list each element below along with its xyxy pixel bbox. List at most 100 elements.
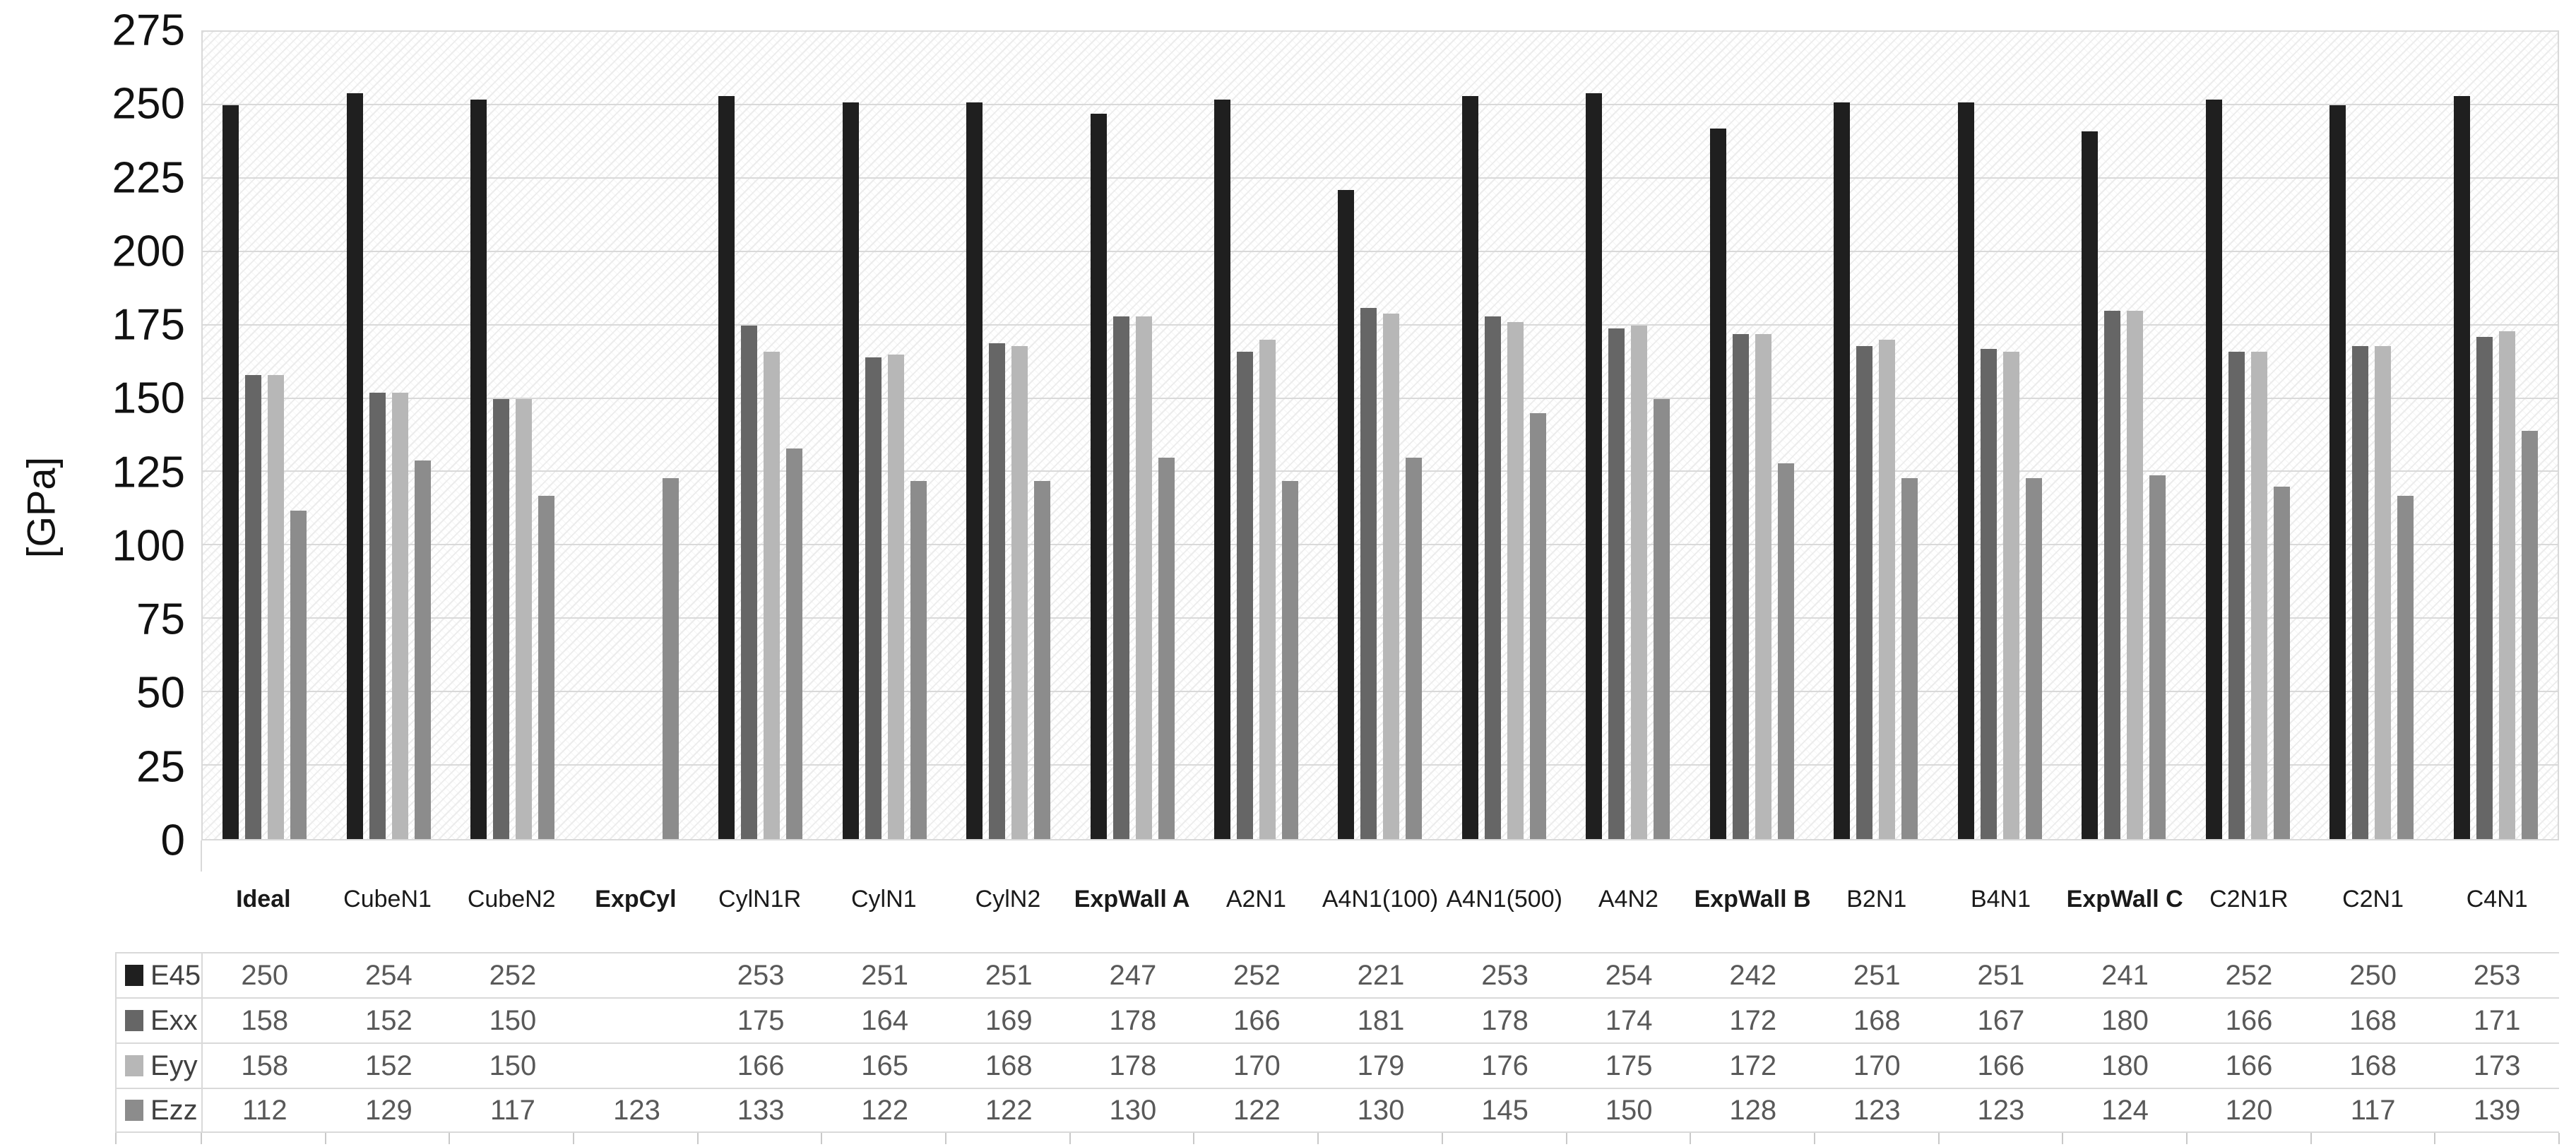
bar-group xyxy=(326,32,450,839)
bar-group xyxy=(699,32,822,839)
category-label: Ideal xyxy=(236,885,291,913)
table-cell: 172 xyxy=(1729,1004,1777,1036)
bar-E45 xyxy=(346,93,363,839)
category-label: Exp Wall B xyxy=(1694,885,1811,913)
bar-Eyy xyxy=(1507,322,1524,839)
axis-tick xyxy=(2558,1133,2560,1144)
category-label: C2N1R xyxy=(2209,885,2289,913)
bar-E45 xyxy=(1461,96,1478,839)
bar-Eyy xyxy=(887,355,904,839)
table-cell: 251 xyxy=(985,959,1033,991)
bar-Ezz xyxy=(662,477,679,839)
table-cell: 165 xyxy=(861,1050,909,1081)
category-label: C2N1 xyxy=(2342,885,2404,913)
table-cell: 181 xyxy=(1357,1004,1405,1036)
bar-E45 xyxy=(718,96,735,839)
plot-area xyxy=(201,30,2559,840)
legend-cell: Eyy xyxy=(117,1044,201,1088)
table-cell: 170 xyxy=(1853,1050,1901,1081)
axis-tick xyxy=(696,1133,699,1144)
series-label: Eyy xyxy=(150,1050,198,1081)
table-cell: 172 xyxy=(1729,1050,1777,1081)
gridline xyxy=(203,617,2558,619)
bar-group xyxy=(1194,32,1318,839)
bar-Eyy xyxy=(2375,345,2392,839)
bar-E45 xyxy=(2082,131,2099,839)
bar-group xyxy=(451,32,574,839)
bar-Eyy xyxy=(268,375,285,839)
y-axis-tick-label: 225 xyxy=(112,153,185,203)
bar-group xyxy=(203,32,326,839)
axis-tick xyxy=(1565,1133,1567,1144)
table-cell: 175 xyxy=(737,1004,785,1036)
category-label: A4N2 xyxy=(1598,885,1658,913)
bar-Eyy xyxy=(2127,310,2144,839)
bar-Ezz xyxy=(1529,413,1546,839)
table-cell: 130 xyxy=(1357,1094,1405,1126)
axis-tick xyxy=(1317,1133,1319,1144)
table-cell: 152 xyxy=(364,1004,412,1036)
table-cell: 254 xyxy=(364,959,412,991)
table-cell: 158 xyxy=(241,1004,289,1036)
table-cell: 122 xyxy=(861,1094,909,1126)
bar-Exx xyxy=(1980,348,1997,839)
data-table: E45 250 254 252 253 251 251 247 252 221 253 254 242 2… xyxy=(115,952,2559,1133)
table-cell: 221 xyxy=(1357,959,1405,991)
bar-group xyxy=(1442,32,1566,839)
table-cell: 242 xyxy=(1729,959,1777,991)
gridline xyxy=(203,177,2558,179)
gridline xyxy=(203,250,2558,252)
bar-E45 xyxy=(1090,114,1107,839)
table-cell: 167 xyxy=(1977,1004,2025,1036)
bar-Ezz xyxy=(2521,431,2538,839)
gridline xyxy=(203,764,2558,766)
bar-E45 xyxy=(1957,102,1974,839)
bar-group xyxy=(2186,32,2310,839)
bar-Exx xyxy=(369,393,386,839)
gridline xyxy=(203,470,2558,473)
table-row-values: 250 254 252 253 251 251 247 252 221 253 254 242 251 2… xyxy=(201,953,2559,997)
axis-tick xyxy=(945,1133,947,1144)
table-cell: 168 xyxy=(2349,1004,2397,1036)
table-cell: 164 xyxy=(861,1004,909,1036)
bar-group xyxy=(2310,32,2433,839)
bar-group xyxy=(2433,32,2557,839)
table-cell: 117 xyxy=(490,1094,535,1126)
axis-tick xyxy=(2185,1133,2188,1144)
table-cell xyxy=(575,999,699,1042)
table-cell: 166 xyxy=(1977,1050,2025,1081)
bar-E45 xyxy=(1213,99,1230,839)
table-cell: 166 xyxy=(737,1050,785,1081)
gridline xyxy=(203,103,2558,105)
bar-Ezz xyxy=(1654,398,1670,839)
table-cell: 180 xyxy=(2101,1050,2149,1081)
bar-Eyy xyxy=(1259,340,1276,839)
axis-tick xyxy=(115,1133,117,1144)
table-cell: 180 xyxy=(2101,1004,2149,1036)
table-cell: 133 xyxy=(737,1094,785,1126)
table-cell: 166 xyxy=(2225,1004,2273,1036)
axis-tick xyxy=(201,1133,202,1144)
table-cell: 252 xyxy=(1233,959,1281,991)
legend-cell: Ezz xyxy=(117,1089,201,1131)
bar-Eyy xyxy=(764,352,780,839)
table-cell: 254 xyxy=(1605,959,1653,991)
bar-Eyy xyxy=(1879,340,1896,839)
legend-cell: E45 xyxy=(117,953,201,997)
axis-tick xyxy=(1193,1133,1195,1144)
bar-Ezz xyxy=(414,460,431,839)
table-cell: 168 xyxy=(2349,1050,2397,1081)
bar-Exx xyxy=(1732,334,1749,839)
category-label: Exp Cyl xyxy=(595,885,677,913)
table-cell: 152 xyxy=(364,1050,412,1081)
bar-Exx xyxy=(2104,310,2121,839)
bar-Ezz xyxy=(2397,495,2414,839)
axis-tick xyxy=(1937,1133,1940,1144)
table-cell: 251 xyxy=(1853,959,1901,991)
table-cell: 241 xyxy=(2101,959,2149,991)
table-cell: 179 xyxy=(1357,1050,1405,1081)
table-cell: 178 xyxy=(1109,1004,1157,1036)
table-row: Eyy 158 152 150 166 165 168 178 170 179 176 175 172 1… xyxy=(117,1042,2559,1088)
bar-Ezz xyxy=(538,495,555,839)
table-cell: 252 xyxy=(2225,959,2273,991)
